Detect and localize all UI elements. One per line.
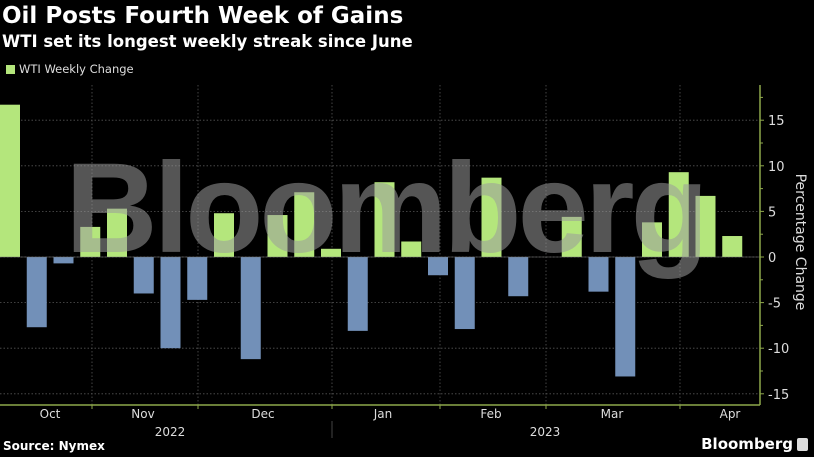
bar-2022-12-30 [321, 248, 341, 257]
bar-2023-01-20 [401, 241, 422, 257]
x-month-label: Nov [131, 407, 154, 421]
bar-2022-12-02 [214, 213, 234, 257]
bar-2022-11-23 [187, 257, 208, 300]
bar-2023-03-31 [668, 172, 689, 257]
bar-2022-10-07 [0, 104, 20, 257]
bar-2023-03-10 [588, 257, 609, 292]
x-month-label: Feb [480, 407, 501, 421]
x-month-label: Jan [373, 407, 393, 421]
legend: WTI Weekly Change [6, 62, 134, 76]
bar-2023-02-03 [454, 257, 475, 330]
bar-2022-11-11 [133, 257, 154, 294]
bloomberg-brand: Bloomberg [701, 435, 808, 453]
x-month-label: Oct [40, 407, 61, 421]
bar-2022-12-16 [267, 215, 288, 257]
bar-2023-03-17 [615, 257, 636, 377]
legend-label: WTI Weekly Change [19, 62, 134, 76]
bar-2023-03-24 [642, 222, 662, 257]
bloomberg-watermark: Bloomberg [65, 137, 705, 280]
x-month-label: Apr [720, 407, 741, 421]
bar-2023-04-06 [695, 195, 716, 257]
legend-swatch [6, 64, 15, 74]
x-year-label: 2023 [530, 425, 561, 439]
y-tick-label: 10 [768, 160, 785, 175]
bloomberg-logo-icon [797, 437, 808, 451]
bar-2022-12-09 [240, 257, 261, 360]
chart-subtitle: WTI set its longest weekly streak since … [2, 32, 413, 51]
y-tick-label: -10 [768, 342, 789, 357]
bar-2022-12-23 [294, 192, 315, 257]
bar-2023-02-10 [481, 177, 502, 257]
x-month-label: Dec [251, 407, 274, 421]
x-year-label: 2022 [155, 425, 186, 439]
bar-2023-01-13 [374, 182, 395, 257]
bar-2022-10-21 [53, 257, 74, 264]
brand-name: Bloomberg [701, 435, 793, 453]
bar-2023-01-06 [347, 257, 368, 331]
bar-2022-11-18 [160, 257, 181, 349]
bar-2023-01-27 [428, 257, 448, 276]
bar-2022-10-14 [26, 257, 47, 328]
bar-2023-02-17 [508, 257, 529, 297]
y-tick-label: 0 [768, 251, 776, 266]
y-tick-label: -5 [768, 297, 781, 312]
y-tick-label: 15 [768, 114, 785, 129]
chart-title: Oil Posts Fourth Week of Gains [2, 3, 404, 29]
y-axis-label: Percentage Change [792, 174, 808, 311]
bar-2023-04-14 [722, 236, 743, 257]
bar-2022-11-04 [107, 208, 127, 257]
bar-2023-03-03 [561, 216, 582, 257]
source-note: Source: Nymex [3, 439, 105, 453]
bar-2022-10-28 [80, 226, 101, 257]
y-tick-label: -15 [768, 388, 789, 403]
x-month-label: Mar [601, 407, 624, 421]
y-tick-label: 5 [768, 205, 776, 220]
